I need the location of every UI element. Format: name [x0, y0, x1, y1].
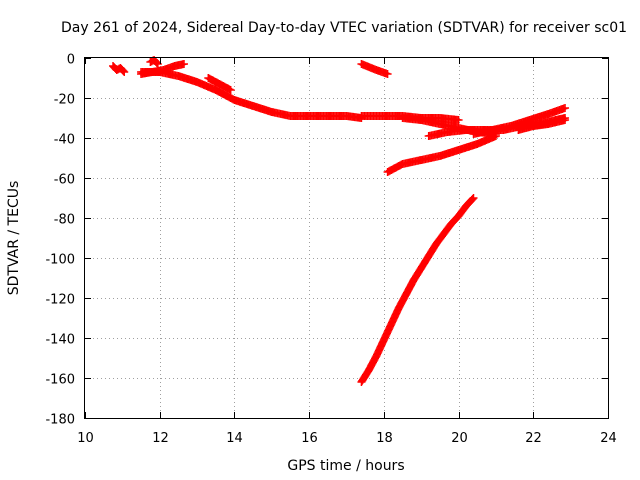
data-track	[109, 62, 129, 76]
data-point	[561, 116, 570, 124]
data-point	[454, 116, 463, 124]
x-tick-label: 16	[301, 431, 318, 446]
x-tick-label: 14	[226, 431, 243, 446]
data-point	[383, 70, 392, 78]
data-track	[357, 60, 392, 78]
plot-frame	[84, 57, 609, 419]
data-track	[514, 116, 570, 134]
x-tick-label: 22	[525, 431, 542, 446]
y-tick-label: 0	[67, 53, 75, 68]
data-point	[119, 67, 128, 75]
x-tick-label: 10	[77, 431, 94, 446]
y-tick-label: -40	[54, 133, 75, 148]
x-axis-title: GPS time / hours	[287, 458, 404, 474]
y-tick-label: -60	[54, 173, 75, 188]
data-track	[383, 132, 500, 176]
x-tick-label: 12	[152, 431, 169, 446]
y-tick-label: -100	[45, 253, 75, 268]
data-point	[469, 194, 478, 202]
data-point	[226, 86, 235, 94]
y-axis: 0 -20 -40 -60 -80 -100 -120 -140 -160 -180	[45, 53, 608, 428]
y-tick-label: -160	[45, 373, 75, 388]
y-tick-label: -80	[54, 213, 75, 228]
data-point	[491, 132, 500, 140]
data-track	[357, 194, 478, 386]
data-point	[179, 60, 188, 68]
data-point	[152, 59, 161, 67]
data-point	[120, 68, 129, 76]
chart-title: Day 261 of 2024, Sidereal Day-to-day VTE…	[61, 20, 627, 36]
x-tick-label: 18	[376, 431, 393, 446]
x-axis: 10 12 14 16 18 20 22 24	[77, 58, 617, 446]
data-points	[109, 56, 570, 386]
x-tick-label: 24	[600, 431, 617, 446]
x-tick-label: 20	[451, 431, 468, 446]
data-point	[468, 195, 477, 203]
y-tick-label: -140	[45, 333, 75, 348]
data-track	[137, 68, 366, 122]
data-track	[204, 74, 235, 94]
y-tick-label: -120	[45, 293, 75, 308]
y-tick-label: -180	[45, 413, 75, 428]
data-point	[561, 104, 570, 112]
data-track	[469, 104, 570, 138]
y-axis-title: SDTVAR / TECUs	[6, 181, 22, 296]
y-tick-label: -20	[54, 93, 75, 108]
